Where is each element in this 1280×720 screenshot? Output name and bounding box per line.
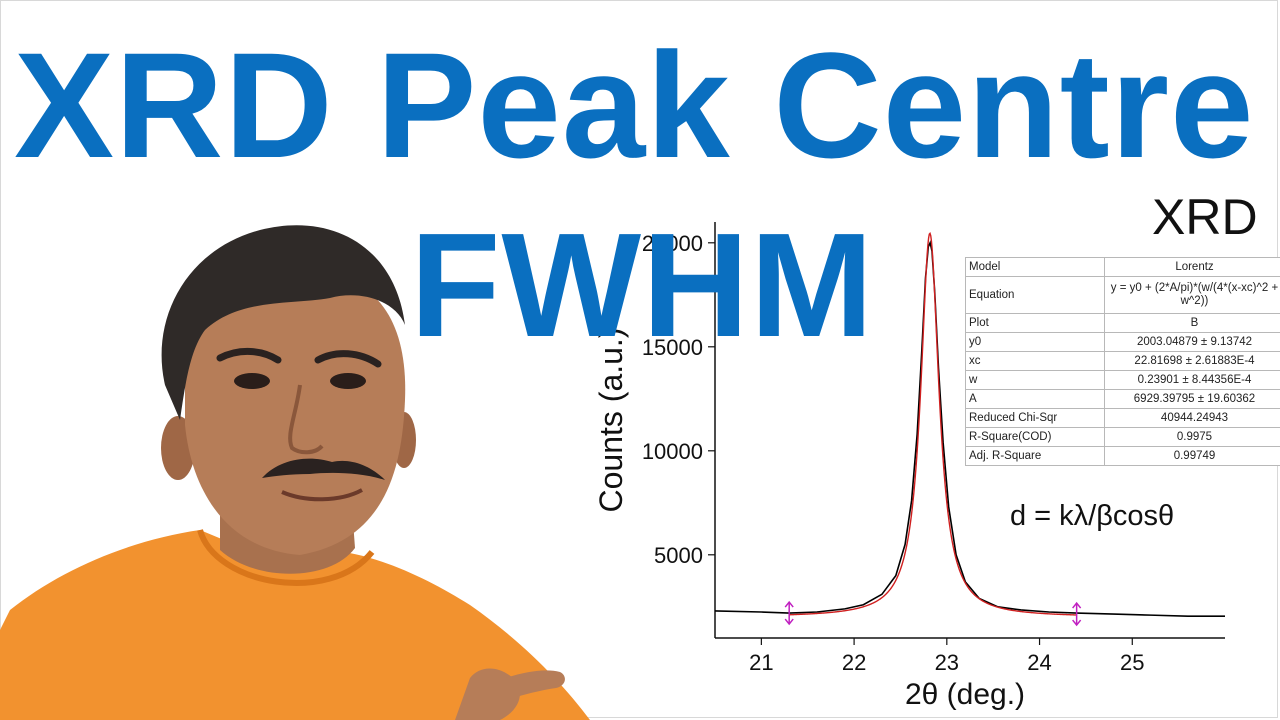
chart-ticks: 21 22 23 24 25 5000 10000 15000 20000 [642,231,1145,675]
presenter-collar [197,529,375,586]
presenter-photo [0,225,590,720]
fit-table-value: 0.23901 ± 8.44356E-4 [1104,370,1280,390]
fit-table-row: y0 2003.04879 ± 9.13742 [965,332,1280,352]
presenter-brow-left [216,348,282,364]
fit-range-marker-arrows [1072,601,1082,627]
chart-axes [714,222,1225,639]
fit-table-key: Plot [965,313,1105,333]
fit-range-marker-arrows [784,600,794,626]
fit-table-row: Plot B [965,313,1280,333]
fit-table-row: Adj. R-Square 0.99749 [965,446,1280,466]
y-axis-label: Counts (a.u.) [593,328,629,513]
fit-table-value: 0.99749 [1104,446,1280,466]
x-axis-label: 2θ (deg.) [905,678,1025,711]
scherrer-formula: d = kλ/βcosθ [1010,500,1175,532]
fit-table-value: 6929.39795 ± 19.60362 [1104,389,1280,409]
presenter-moustache [262,458,385,480]
presenter-eye-right [330,373,366,389]
fit-table-key: w [965,370,1105,390]
fit-table-row: Reduced Chi-Sqr 40944.24943 [965,408,1280,428]
chart-corner-label: XRD [1152,189,1258,245]
presenter-hand [455,668,520,720]
fit-table-row: Model Lorentz [965,257,1280,277]
fit-table-row: xc 22.81698 ± 2.61883E-4 [965,351,1280,371]
fit-table-value: 0.9975 [1104,427,1280,447]
presenter-shirt [0,530,590,720]
fit-table-key: Reduced Chi-Sqr [965,408,1105,428]
x-tick-label: 22 [842,650,866,675]
fit-table-key: Equation [965,276,1105,314]
fit-table-key: y0 [965,332,1105,352]
fit-table-value: Lorentz [1104,257,1280,277]
presenter-eye-left [234,373,270,389]
presenter-brow-right [314,350,382,368]
presenter-nose [288,384,324,455]
y-tick-label: 10000 [642,439,703,464]
fit-table-value: 2003.04879 ± 9.13742 [1104,332,1280,352]
fit-table-key: R-Square(COD) [965,427,1105,447]
fit-table-value: B [1104,313,1280,333]
chart-series [714,231,1225,617]
fit-table-key: xc [965,351,1105,371]
fit-results-table: Model Lorentz Equation y = y0 + (2*A/pi)*(w… [965,257,1280,466]
presenter-hair [161,225,405,420]
lorentz-fit-line [789,231,1077,616]
x-tick-label: 24 [1027,650,1051,675]
fit-table-row: R-Square(COD) 0.9975 [965,427,1280,447]
x-tick-label: 21 [749,650,773,675]
presenter-mouth [281,488,363,502]
fit-table-value: y = y0 + (2*A/pi)*(w/(4*(x-xc)^2 + w^2)) [1104,276,1280,314]
fit-table-row: A 6929.39795 ± 19.60362 [965,389,1280,409]
title-line-2: FWHM [410,203,875,368]
x-tick-label: 23 [935,650,959,675]
y-tick-label: 15000 [642,335,703,360]
presenter-finger [505,670,565,700]
fit-table-key: Model [965,257,1105,277]
fit-table-value: 40944.24943 [1104,408,1280,428]
fit-table-key: A [965,389,1105,409]
fit-table-key: Adj. R-Square [965,446,1105,466]
y-tick-label: 5000 [654,543,703,568]
fit-table-value: 22.81698 ± 2.61883E-4 [1104,351,1280,371]
y-tick-label: 20000 [642,231,703,256]
title-line-1: XRD Peak Centre [14,21,1255,189]
x-tick-label: 25 [1120,650,1144,675]
fit-table-row: w 0.23901 ± 8.44356E-4 [965,370,1280,390]
chart-markers [784,600,1082,627]
fit-table-row: Equation y = y0 + (2*A/pi)*(w/(4*(x-xc)^2… [965,276,1280,314]
